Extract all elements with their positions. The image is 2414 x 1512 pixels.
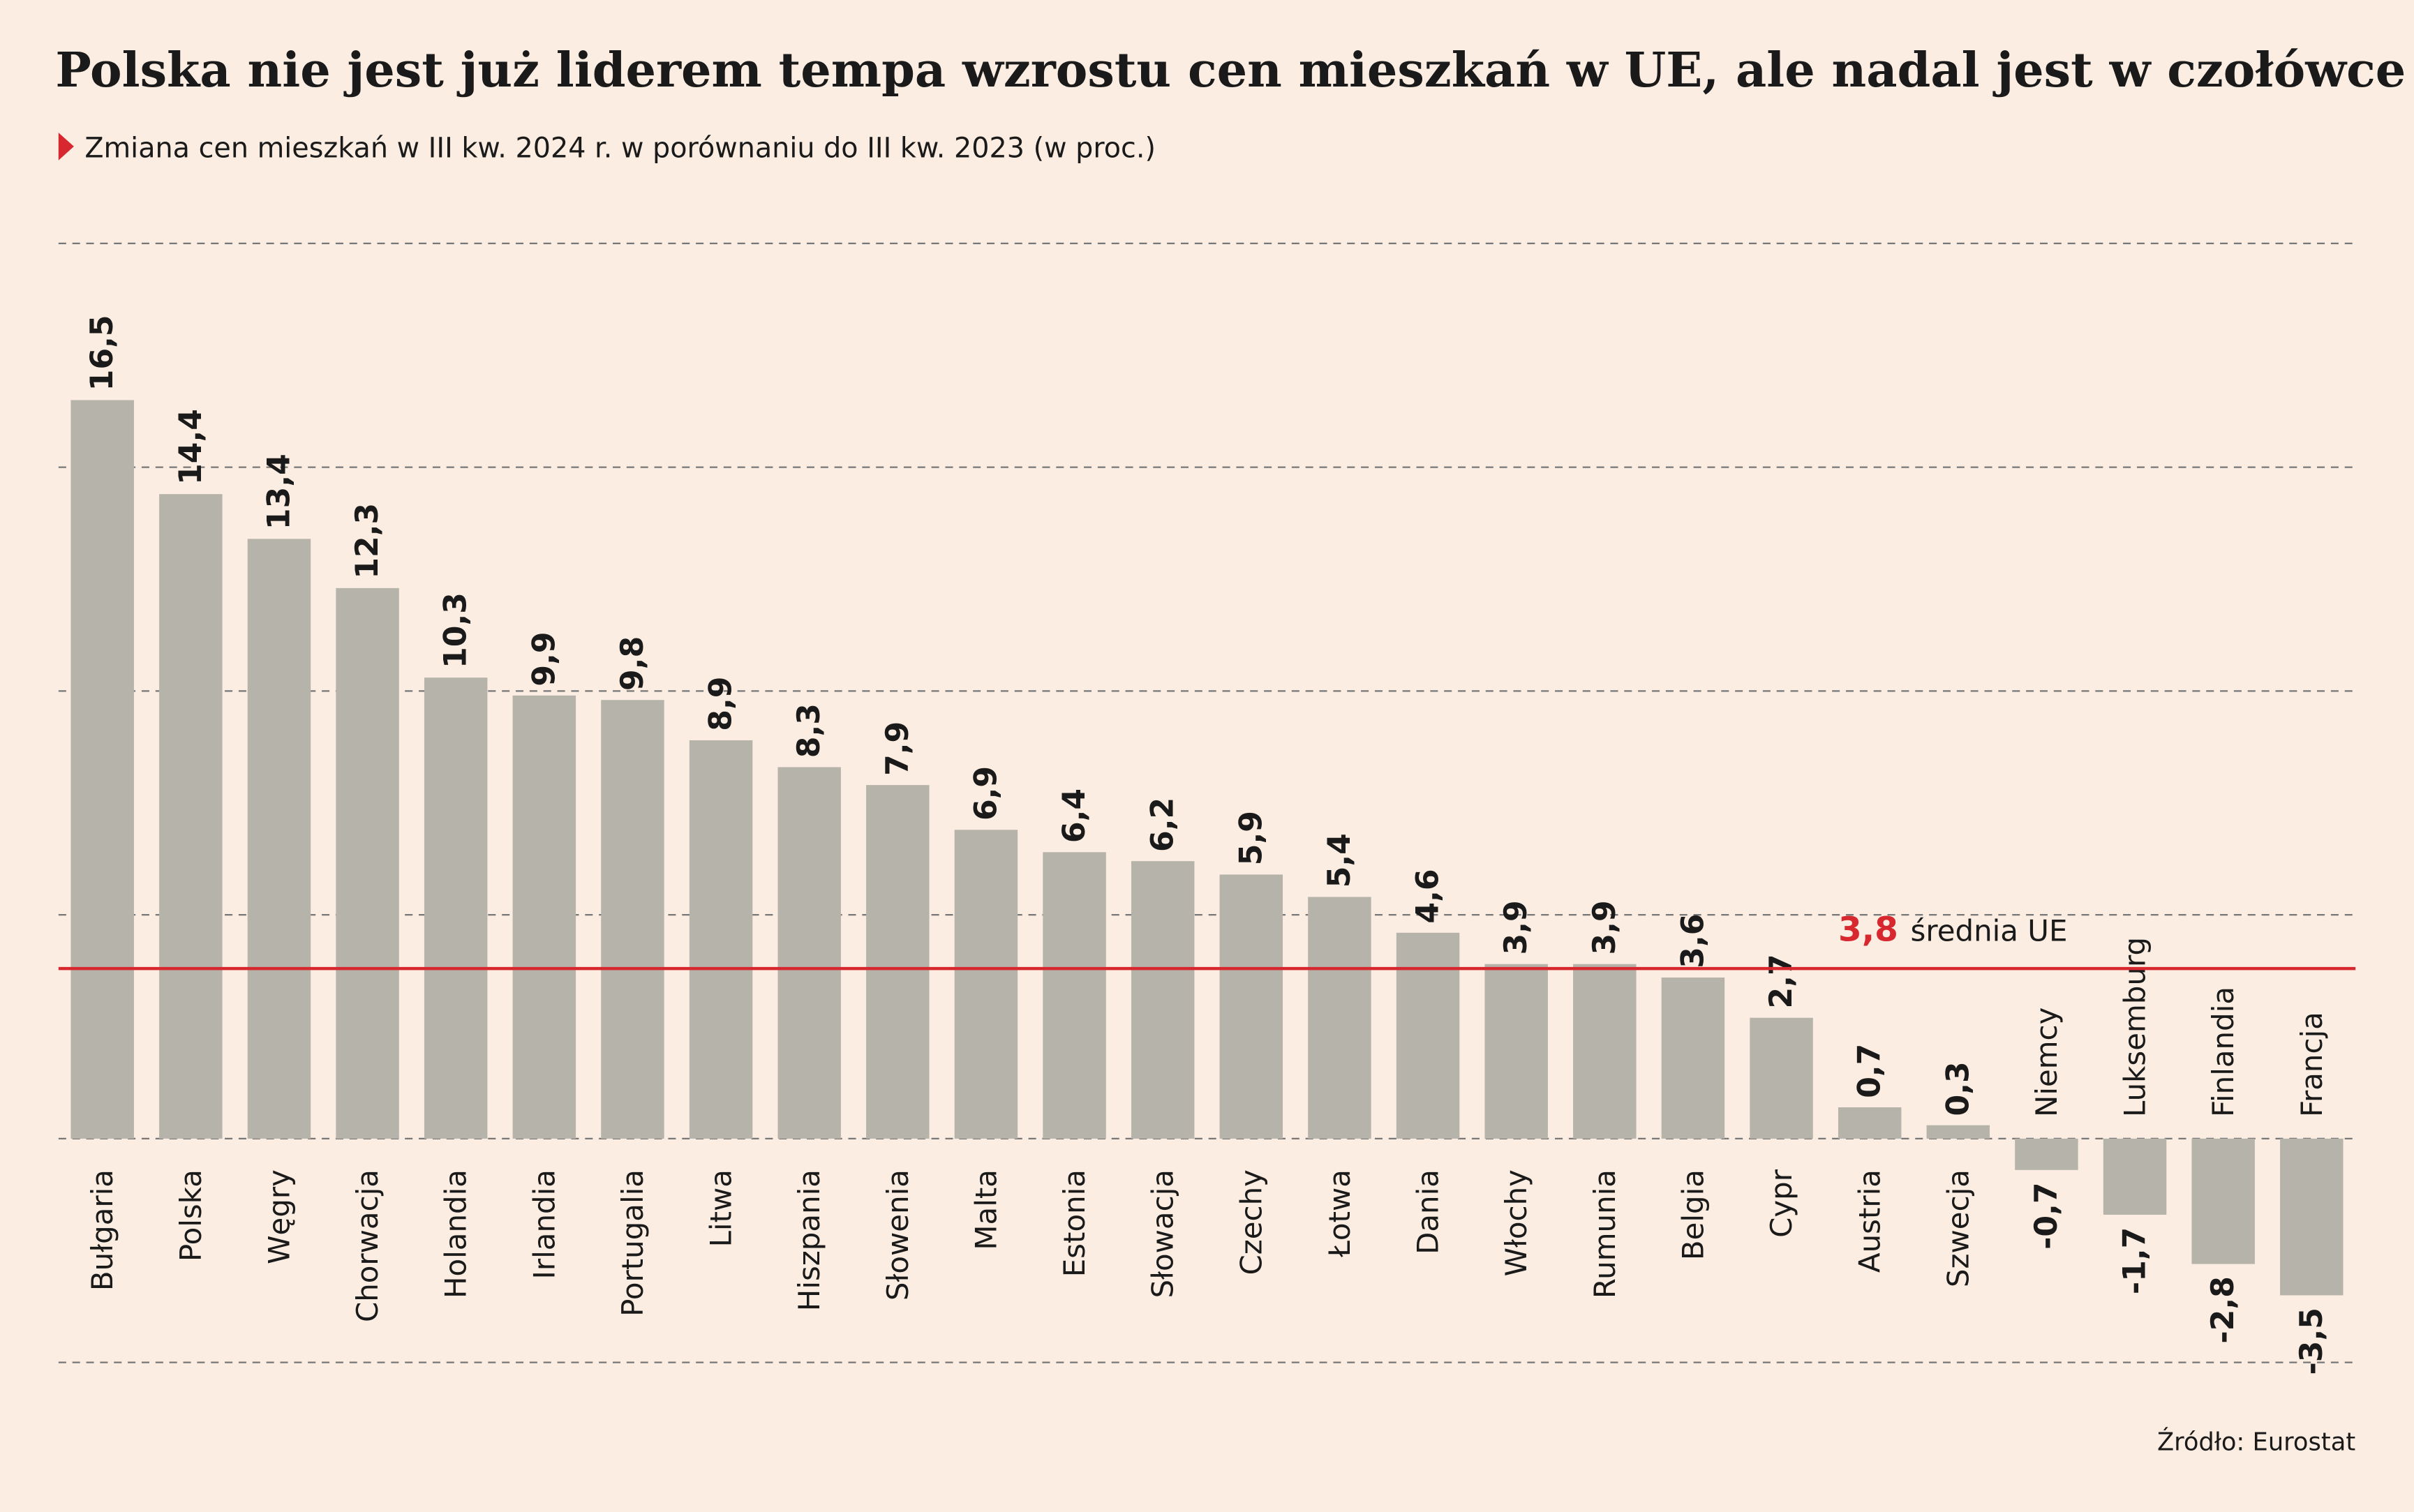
bar — [512, 695, 576, 1139]
value-label: 2,7 — [1764, 954, 1799, 1008]
value-label: 6,9 — [968, 766, 1004, 821]
value-label: 6,2 — [1145, 798, 1181, 852]
x-tick-label: Słowacja — [1146, 1169, 1180, 1298]
value-label: 3,6 — [1675, 914, 1711, 968]
x-tick-label: Litwa — [704, 1169, 738, 1247]
reference-label: 3,8 średnia UE — [1838, 910, 2067, 949]
x-tick-label: Słowenia — [881, 1169, 915, 1301]
bar — [689, 740, 753, 1139]
x-tick-label: Łotwa — [1323, 1169, 1357, 1258]
bar — [1838, 1107, 1902, 1139]
x-tick-label: Estonia — [1057, 1169, 1091, 1277]
chart-title: Polska nie jest już liderem tempa wzrost… — [55, 43, 2406, 98]
x-tick-label: Chorwacja — [350, 1169, 385, 1322]
value-label: 5,4 — [1322, 833, 1357, 888]
bar — [601, 700, 664, 1139]
x-tick-label: Włochy — [1499, 1169, 1533, 1276]
bar — [1396, 932, 1460, 1139]
bar — [2191, 1138, 2255, 1264]
bar — [866, 785, 930, 1139]
x-tick-label: Hiszpania — [792, 1169, 826, 1311]
bar — [2280, 1138, 2344, 1296]
value-label: 16,5 — [84, 315, 120, 391]
x-tick-label: Malta — [969, 1169, 1003, 1250]
x-tick-label: Polska — [174, 1169, 208, 1262]
value-label: 12,3 — [350, 503, 385, 579]
x-tick-label: Francja — [2295, 1012, 2329, 1117]
x-tick-label: Belgia — [1676, 1169, 1710, 1260]
bar — [1661, 977, 1725, 1139]
value-label: 3,9 — [1498, 900, 1534, 955]
x-tick-label: Dania — [1411, 1169, 1445, 1255]
bar — [1573, 964, 1637, 1139]
x-tick-label: Holandia — [439, 1169, 473, 1298]
value-label: -2,8 — [2205, 1276, 2241, 1343]
x-tick-label: Finlandia — [2206, 987, 2240, 1117]
bar — [777, 767, 841, 1139]
bar — [1043, 852, 1106, 1139]
value-label: 7,9 — [880, 721, 916, 776]
x-tick-label: Bułgaria — [85, 1169, 119, 1291]
x-tick-label: Cypr — [1764, 1169, 1798, 1238]
x-tick-label: Węgry — [262, 1169, 296, 1264]
subtitle-marker — [58, 133, 74, 160]
reference: 3,8 średnia UE — [58, 910, 2356, 971]
bar — [247, 539, 311, 1139]
reference-text: średnia UE — [1911, 913, 2068, 948]
x-tick-label: Austria — [1853, 1169, 1887, 1273]
chart-subtitle: Zmiana cen mieszkań w III kw. 2024 r. w … — [84, 132, 1156, 164]
value-label: 3,9 — [1587, 900, 1623, 955]
bar — [1750, 1017, 1813, 1139]
value-label: 9,9 — [526, 631, 562, 686]
reference-value: 3,8 — [1838, 910, 1898, 949]
value-label: 10,3 — [438, 592, 474, 668]
x-tick-label: Portugalia — [616, 1169, 650, 1317]
value-label: 6,4 — [1057, 788, 1092, 843]
value-label: 0,3 — [1940, 1061, 1976, 1116]
value-label: 9,8 — [615, 636, 650, 691]
x-tick-label: Luksemburg — [2118, 937, 2152, 1117]
x-tick-label: Niemcy — [2029, 1008, 2064, 1117]
bar — [1484, 964, 1548, 1139]
bar — [159, 494, 223, 1139]
value-label: 14,4 — [173, 409, 209, 485]
x-tick-label: Irlandia — [527, 1169, 561, 1279]
bar — [336, 587, 399, 1139]
bar — [2015, 1138, 2078, 1170]
x-tick-label: Szwecja — [1941, 1169, 1975, 1287]
source: Źródło: Eurostat — [2157, 1427, 2355, 1456]
value-label: 0,7 — [1852, 1044, 1888, 1098]
value-label: 8,3 — [791, 703, 827, 758]
value-label: -3,5 — [2294, 1308, 2330, 1375]
value-label: -0,7 — [2029, 1182, 2064, 1249]
bar — [1131, 861, 1195, 1139]
value-label: 13,4 — [261, 454, 297, 530]
bars: Bułgaria 16,5 Polska 14,4 Węgry 13,4 Chorwacja… — [70, 315, 2344, 1375]
bar — [954, 830, 1018, 1139]
x-tick-label: Rumunia — [1588, 1169, 1622, 1298]
value-label: 8,9 — [703, 677, 739, 731]
bar — [1308, 897, 1371, 1139]
bar — [424, 678, 488, 1139]
x-tick-label: Czechy — [1234, 1169, 1268, 1275]
bar — [2103, 1138, 2167, 1215]
bar — [1219, 874, 1283, 1139]
value-label: 5,9 — [1233, 811, 1269, 865]
bar — [70, 400, 134, 1139]
bar — [1926, 1125, 1990, 1139]
value-label: -1,7 — [2117, 1227, 2153, 1294]
value-label: 4,6 — [1410, 869, 1446, 923]
